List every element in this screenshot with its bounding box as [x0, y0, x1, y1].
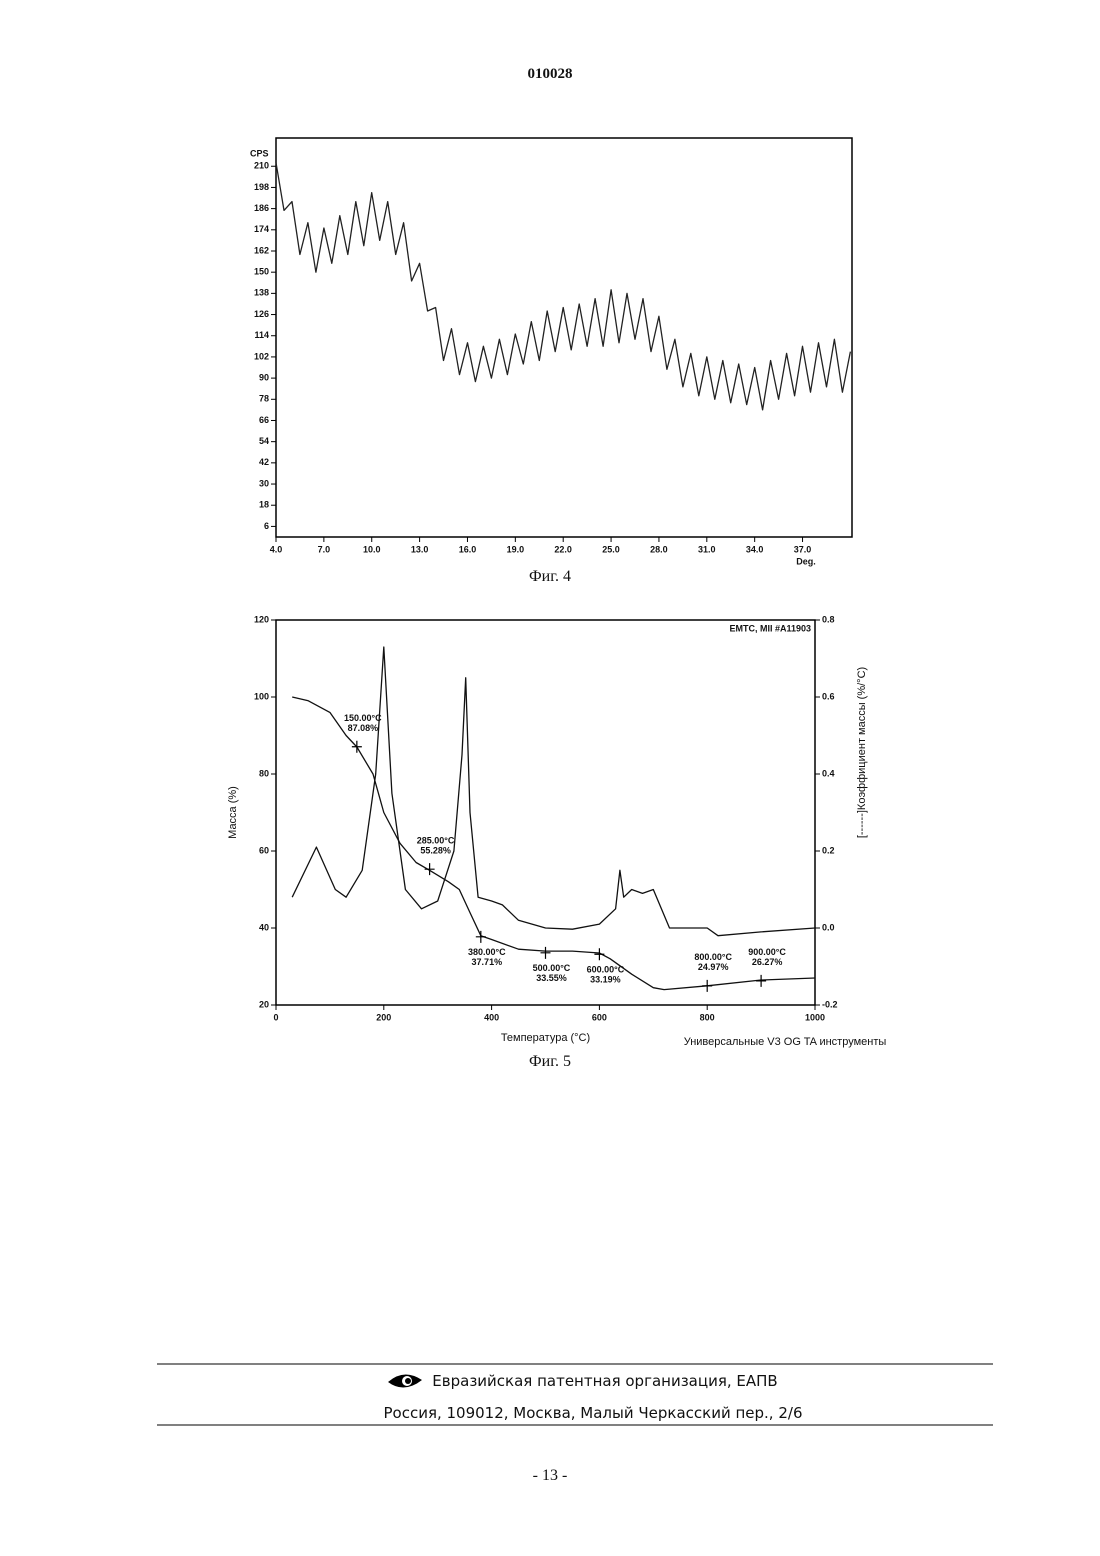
annotation-label: 900.00°C: [748, 947, 786, 957]
x-tick-label: 200: [376, 1012, 391, 1022]
annotation-label: 55.28%: [420, 846, 451, 856]
x-tick-label: 4.0: [270, 544, 283, 554]
x-tick-label: 1000: [805, 1012, 825, 1022]
annotation-label: 500.00°C: [533, 963, 571, 973]
y-tick-label: 210: [254, 161, 269, 171]
x-tick-label: 37.0: [794, 544, 812, 554]
y-tick-label: 78: [259, 394, 269, 404]
data-line: [276, 163, 850, 410]
annotation-marker: [476, 931, 486, 943]
y-tick-label: 162: [254, 245, 269, 255]
x-tick-label: 600: [592, 1012, 607, 1022]
y-axis-label: CPS: [250, 148, 269, 158]
annotation-label: 800.00°C: [694, 952, 732, 962]
header: 010028: [528, 66, 573, 82]
annotation-label: 380.00°C: [468, 947, 506, 957]
y2-tick-label: 0.2: [822, 845, 835, 855]
y-tick-label: 54: [259, 436, 269, 446]
annotation-label: 24.97%: [698, 962, 729, 972]
chart-note: EMTC, MII #A11903: [729, 623, 811, 633]
annotation-label: 26.27%: [752, 957, 783, 967]
y-tick-label: 66: [259, 415, 269, 425]
annotation-marker: [756, 975, 766, 987]
page-number: - 13 -: [533, 1467, 568, 1484]
footer-org: Евразийская патентная организация, ЕАПВ: [432, 1372, 777, 1390]
x-axis-label: Температура (°C): [501, 1032, 590, 1044]
y-tick-label: 40: [259, 922, 269, 932]
y2-tick-label: -0.2: [822, 999, 838, 1009]
annotation-label: 37.71%: [472, 957, 503, 967]
y-tick-label: 126: [254, 309, 269, 319]
y-tick-label: 138: [254, 288, 269, 298]
y-tick-label: 80: [259, 768, 269, 778]
data-line: [292, 697, 815, 990]
x-tick-label: 34.0: [746, 544, 764, 554]
y-tick-label: 100: [254, 691, 269, 701]
y-axis-label: Масса (%): [227, 786, 239, 839]
annotation-marker: [702, 980, 712, 992]
y2-tick-label: 0.4: [822, 768, 835, 778]
y-tick-label: 20: [259, 999, 269, 1009]
y-tick-label: 60: [259, 845, 269, 855]
y-tick-label: 30: [259, 478, 269, 488]
x-tick-label: 13.0: [411, 544, 429, 554]
y-tick-label: 120: [254, 614, 269, 624]
y-tick-label: 198: [254, 182, 269, 192]
y2-tick-label: 0.8: [822, 614, 835, 624]
y2-axis-label: [------]Коэффициент массы (%/°C): [856, 667, 868, 838]
y-tick-label: 90: [259, 372, 269, 382]
x-tick-label: 400: [484, 1012, 499, 1022]
annotation-label: 600.00°C: [587, 965, 625, 975]
caption: Фиг. 5: [529, 1053, 571, 1070]
x-tick-label: 0: [273, 1012, 278, 1022]
x-tick-label: 28.0: [650, 544, 668, 554]
y-tick-label: 174: [254, 224, 269, 234]
y-tick-label: 6: [264, 521, 269, 531]
y-tick-label: 186: [254, 203, 269, 213]
x-tick-label: 800: [700, 1012, 715, 1022]
page: 010028 Фиг. 4 Фиг. 5 Евразийская патентн…: [0, 0, 1100, 1556]
data-line: [292, 647, 815, 936]
x-tick-label: 22.0: [554, 544, 572, 554]
annotation-label: 87.08%: [348, 723, 379, 733]
chart-note: Универсальные V3 OG TA инструменты: [684, 1036, 887, 1048]
annotation-label: 285.00°C: [417, 836, 455, 846]
document: 010028 Фиг. 4 Фиг. 5 Евразийская патентн…: [0, 0, 1100, 1556]
annotation-marker: [425, 863, 435, 875]
y-tick-label: 42: [259, 457, 269, 467]
annotation-label: 150.00°C: [344, 713, 382, 723]
x-axis-label: Deg.: [796, 556, 816, 566]
annotation-marker: [594, 948, 604, 960]
y-tick-label: 114: [254, 330, 269, 340]
x-tick-label: 25.0: [602, 544, 620, 554]
y-tick-label: 18: [259, 500, 269, 510]
annotation-label: 33.55%: [536, 973, 567, 983]
y2-tick-label: 0.0: [822, 922, 835, 932]
x-tick-label: 31.0: [698, 544, 716, 554]
x-tick-label: 16.0: [459, 544, 477, 554]
footer-address: Россия, 109012, Москва, Малый Черкасский…: [383, 1404, 802, 1422]
y-tick-label: 150: [254, 267, 269, 277]
annotation-marker: [541, 947, 551, 959]
x-tick-label: 7.0: [318, 544, 331, 554]
logo: [388, 1374, 422, 1387]
y-tick-label: 102: [254, 351, 269, 361]
caption: Фиг. 4: [529, 568, 571, 585]
annotation-label: 33.19%: [590, 975, 621, 985]
plot-frame: [276, 138, 852, 537]
x-tick-label: 10.0: [363, 544, 381, 554]
x-tick-label: 19.0: [507, 544, 525, 554]
y2-tick-label: 0.6: [822, 691, 835, 701]
